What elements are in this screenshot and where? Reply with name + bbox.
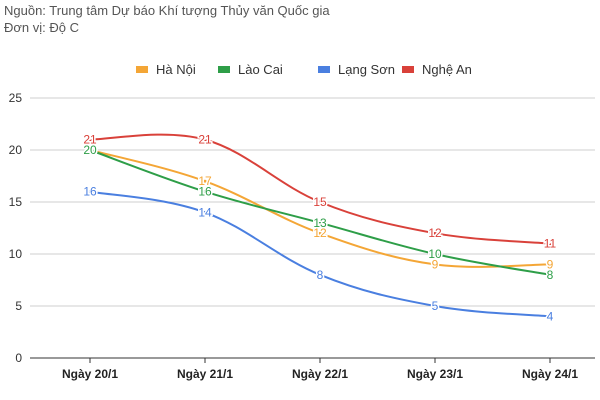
- legend-label: Lạng Sơn: [338, 62, 395, 77]
- y-tick-label: 15: [9, 195, 23, 209]
- data-point: [203, 179, 207, 183]
- x-tick-label: Ngày 21/1: [177, 367, 233, 381]
- data-point: [548, 314, 552, 318]
- legend-swatch: [136, 66, 148, 73]
- chart-header: Nguồn: Trung tâm Dự báo Khí tượng Thủy v…: [4, 2, 330, 36]
- data-label: 21: [83, 133, 97, 147]
- data-label: 16: [83, 185, 97, 199]
- y-axis-ticks: 0 5 10 15 20 25: [9, 91, 23, 365]
- x-tick-label: Ngày 20/1: [62, 367, 118, 381]
- data-label: 17: [198, 174, 212, 188]
- unit-text: Đơn vị: Độ C: [4, 20, 79, 35]
- data-point: [433, 262, 437, 266]
- legend-swatch: [318, 66, 330, 73]
- data-label: 14: [198, 205, 212, 219]
- data-point: [433, 304, 437, 308]
- source-text: Nguồn: Trung tâm Dự báo Khí tượng Thủy v…: [4, 3, 330, 18]
- data-point: [318, 231, 322, 235]
- data-point: [433, 231, 437, 235]
- data-point: [88, 190, 92, 194]
- data-label: 8: [547, 268, 554, 282]
- data-label: 20: [83, 143, 97, 157]
- data-label: 9: [432, 257, 439, 271]
- data-label: 16: [198, 185, 212, 199]
- data-label: 12: [428, 226, 442, 240]
- y-tick-label: 5: [15, 299, 22, 313]
- data-point: [318, 273, 322, 277]
- data-label: 4: [547, 309, 554, 323]
- y-tick-label: 10: [9, 247, 23, 261]
- grid: [30, 97, 595, 359]
- data-label: 10: [428, 247, 442, 261]
- data-label: 8: [317, 268, 324, 282]
- data-label: 21: [198, 133, 212, 147]
- data-point: [318, 221, 322, 225]
- x-tick-label: Ngày 23/1: [407, 367, 463, 381]
- data-point: [318, 200, 322, 204]
- series-lines: [88, 133, 552, 318]
- data-point: [548, 273, 552, 277]
- y-tick-label: 25: [9, 91, 23, 105]
- data-label: 5: [432, 299, 439, 313]
- y-tick-label: 0: [15, 351, 22, 365]
- x-tick-label: Ngày 24/1: [522, 367, 578, 381]
- data-point: [203, 138, 207, 142]
- y-tick-label: 20: [9, 143, 23, 157]
- data-label: 20: [83, 143, 97, 157]
- series-line: [89, 149, 551, 276]
- data-label: 11: [544, 237, 557, 251]
- data-label: 13: [313, 216, 327, 230]
- x-tick-label: Ngày 22/1: [292, 367, 348, 381]
- data-point: [433, 252, 437, 256]
- legend-swatch: [402, 66, 414, 73]
- legend-swatch: [218, 66, 230, 73]
- x-axis-ticks: Ngày 20/1 Ngày 21/1 Ngày 22/1 Ngày 23/1 Ngày…: [62, 358, 578, 381]
- data-label: 15: [313, 195, 327, 209]
- legend-label: Lào Cai: [238, 62, 283, 77]
- data-label: 9: [547, 257, 554, 271]
- data-point: [548, 242, 552, 246]
- data-point: [548, 262, 552, 266]
- data-point: [88, 138, 92, 142]
- data-point: [203, 190, 207, 194]
- data-label: 12: [313, 226, 327, 240]
- data-point: [203, 210, 207, 214]
- legend-label: Hà Nội: [156, 62, 196, 77]
- data-point: [88, 148, 92, 152]
- legend-label: Nghệ An: [422, 62, 472, 77]
- legend: Hà Nội Lào Cai Lạng Sơn Nghệ An: [136, 62, 472, 77]
